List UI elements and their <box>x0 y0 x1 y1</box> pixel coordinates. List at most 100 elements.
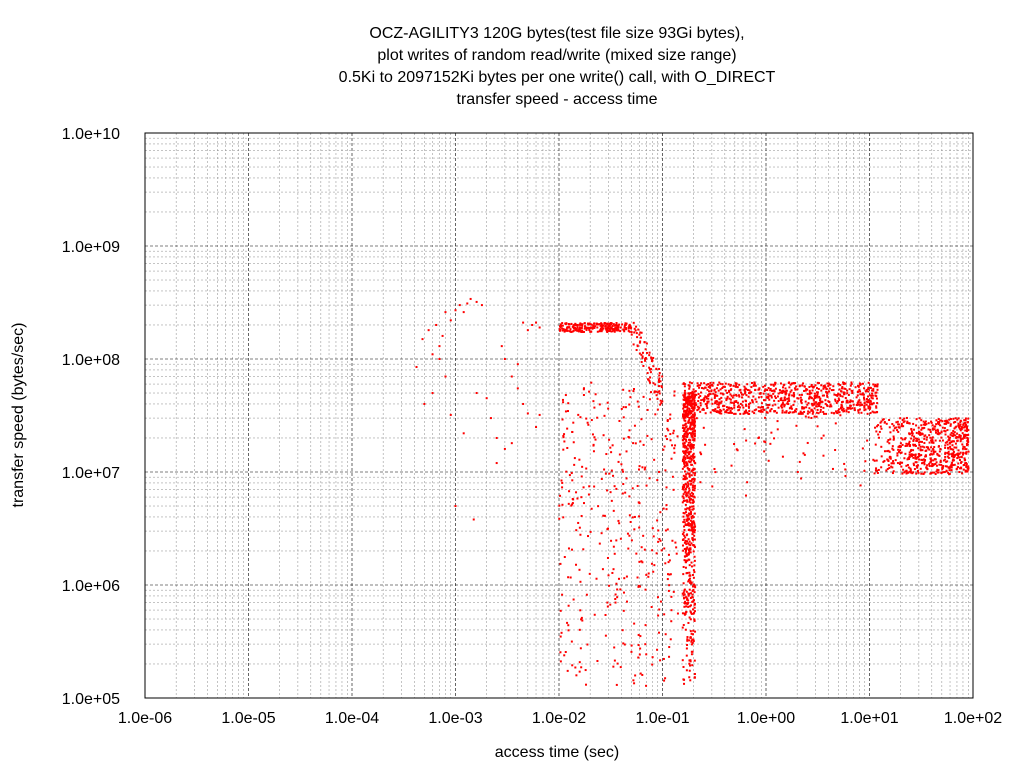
data-point <box>734 412 737 415</box>
data-point <box>956 457 959 460</box>
data-point <box>954 442 957 445</box>
data-point <box>945 460 948 463</box>
data-point <box>639 585 642 588</box>
data-point <box>692 576 695 579</box>
data-point <box>687 512 690 515</box>
data-point <box>932 452 935 455</box>
data-point <box>641 673 644 676</box>
data-point <box>912 456 915 459</box>
data-point <box>923 471 926 474</box>
data-point <box>823 412 826 415</box>
data-point <box>939 419 942 422</box>
data-point <box>915 439 918 442</box>
data-point <box>682 424 685 427</box>
data-point <box>655 552 658 555</box>
data-point <box>951 459 954 462</box>
data-point <box>686 432 689 435</box>
data-point <box>693 413 696 416</box>
data-point <box>621 492 624 495</box>
data-point <box>691 574 694 577</box>
data-point <box>689 630 692 633</box>
data-point <box>690 482 693 485</box>
data-point <box>683 476 686 479</box>
data-point <box>958 425 961 428</box>
data-point <box>804 389 807 392</box>
data-point <box>685 495 688 498</box>
data-point <box>566 621 569 624</box>
data-point <box>693 659 696 662</box>
data-point <box>723 385 726 388</box>
data-point <box>911 455 914 458</box>
data-point <box>615 324 618 326</box>
data-point <box>689 664 692 667</box>
data-point <box>637 585 640 588</box>
data-point <box>912 422 915 425</box>
data-point <box>957 452 960 455</box>
data-point <box>637 656 640 659</box>
data-point <box>683 405 686 408</box>
data-point <box>770 396 773 399</box>
data-point <box>734 385 737 388</box>
data-point <box>830 411 833 414</box>
data-point <box>683 459 686 462</box>
data-point <box>892 470 895 473</box>
data-point <box>658 470 661 473</box>
data-point <box>619 666 622 669</box>
data-point <box>659 539 662 542</box>
data-point <box>510 442 513 445</box>
data-point <box>941 420 944 423</box>
data-point <box>623 326 626 329</box>
data-point <box>749 402 752 405</box>
data-point <box>868 394 871 397</box>
data-point <box>663 613 666 616</box>
data-point <box>684 539 687 542</box>
data-point <box>821 394 824 397</box>
data-point <box>886 458 889 461</box>
data-point <box>887 464 890 467</box>
data-point <box>816 391 819 394</box>
data-point <box>688 509 691 512</box>
data-point <box>578 458 581 461</box>
data-point <box>704 443 707 446</box>
data-point <box>562 434 565 437</box>
data-point <box>896 452 899 455</box>
data-point <box>746 411 749 414</box>
data-point <box>906 422 909 425</box>
data-point <box>719 412 722 415</box>
data-point <box>694 462 697 465</box>
data-point <box>964 470 967 473</box>
data-point <box>689 424 692 427</box>
data-point <box>559 562 562 565</box>
data-points <box>415 297 970 687</box>
data-point <box>949 423 952 426</box>
data-point <box>610 330 613 333</box>
data-point <box>835 411 838 414</box>
data-point <box>813 402 816 405</box>
data-point <box>859 383 862 386</box>
data-point <box>713 467 716 470</box>
data-point <box>966 421 969 424</box>
data-point <box>681 487 684 490</box>
data-point <box>965 465 968 468</box>
data-point <box>684 508 687 511</box>
data-point <box>624 322 627 325</box>
data-point <box>910 432 913 435</box>
data-point <box>789 390 792 393</box>
data-point <box>646 372 649 375</box>
data-point <box>958 427 961 430</box>
data-point <box>965 442 968 445</box>
data-point <box>612 568 615 571</box>
data-point <box>815 401 818 404</box>
data-point <box>727 389 730 392</box>
data-point <box>921 445 924 448</box>
data-point <box>926 464 929 467</box>
data-point <box>693 399 696 402</box>
data-point <box>744 390 747 393</box>
data-point <box>673 394 676 397</box>
data-point <box>820 389 823 392</box>
data-point <box>632 390 635 393</box>
data-point <box>822 406 825 409</box>
data-point <box>642 395 645 398</box>
data-point <box>569 328 572 331</box>
data-point <box>783 399 786 402</box>
